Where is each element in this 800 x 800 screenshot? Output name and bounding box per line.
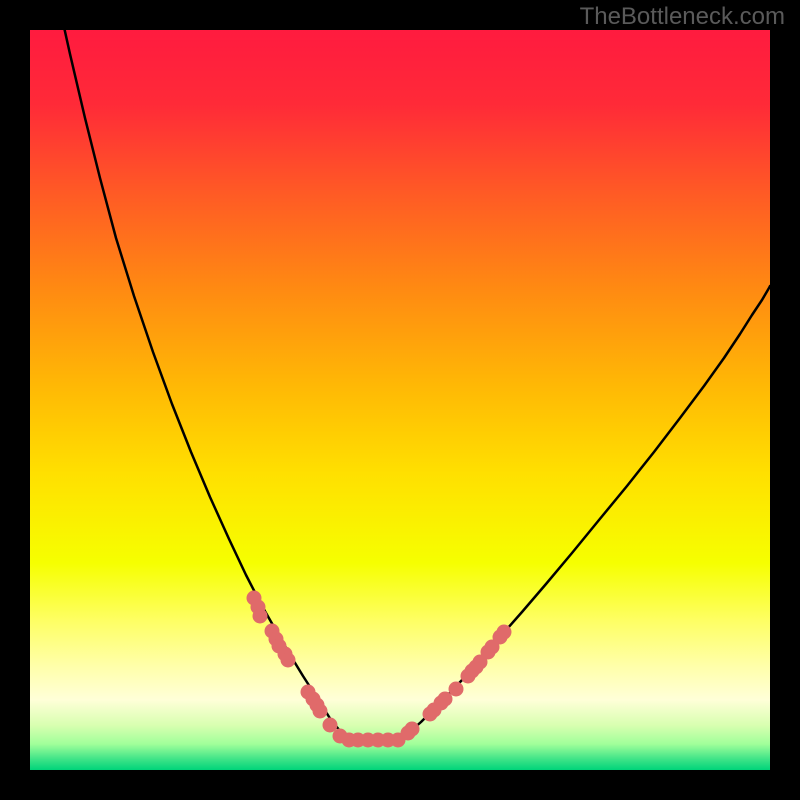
bottleneck-chart: TheBottleneck.com [0,0,800,800]
data-marker [281,653,296,668]
plot-background [30,30,770,770]
data-marker [449,682,464,697]
data-marker [405,722,420,737]
data-marker [497,625,512,640]
data-marker [313,704,328,719]
watermark-text: TheBottleneck.com [580,3,785,30]
data-marker [253,609,268,624]
